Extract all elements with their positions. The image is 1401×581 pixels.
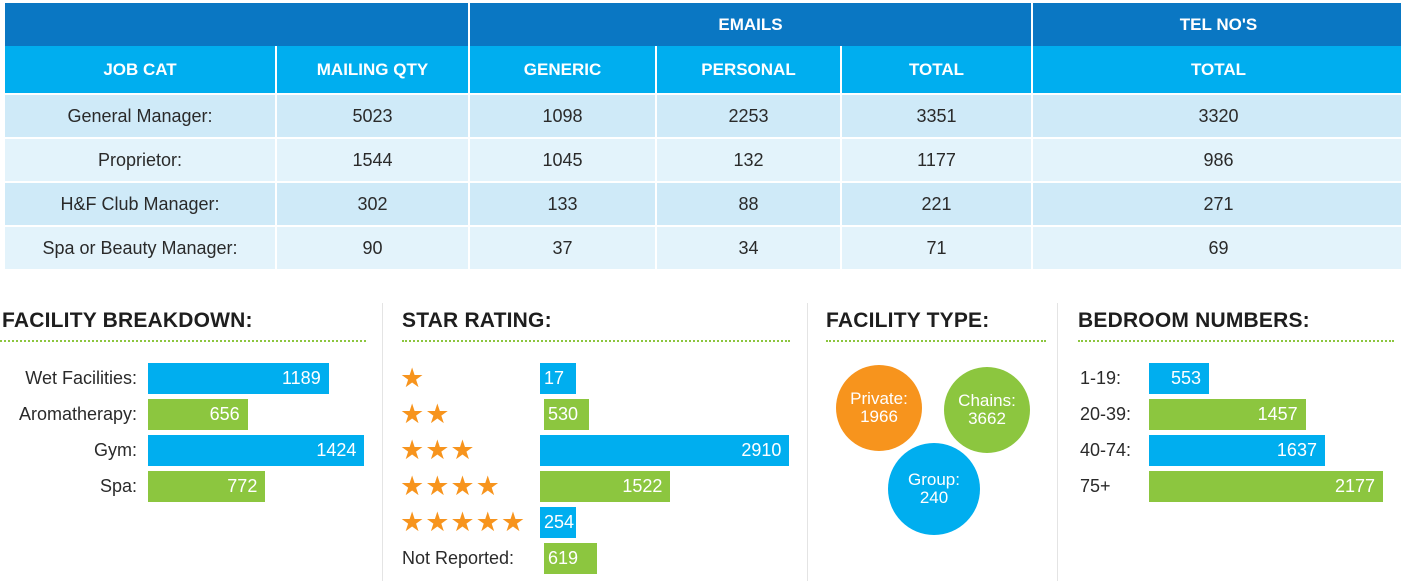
cell-personal: 34 — [657, 225, 840, 269]
group-header-tel: TEL NO'S — [1033, 3, 1401, 46]
bubble-value: 1966 — [860, 407, 898, 426]
bar-4: 2177 — [1149, 471, 1384, 502]
cell-generic: 37 — [470, 225, 655, 269]
cell-mailing-qty: 302 — [277, 181, 468, 225]
facility-type-bubble: Chains: 3662 — [944, 367, 1030, 453]
cell-job-cat: H&F Club Manager: — [5, 181, 275, 225]
table-row: Spa or Beauty Manager: 90 37 34 71 69 — [5, 225, 1401, 269]
bar-category-label: Wet Facilities: — [25, 368, 137, 388]
cell-job-cat: General Manager: — [5, 93, 275, 137]
bubble-value: 3662 — [968, 409, 1006, 428]
bar-5: 254 — [540, 507, 576, 538]
facility-type-title: FACILITY TYPE: — [826, 309, 990, 332]
col-email-total: TOTAL — [842, 46, 1031, 93]
bubble-label: Chains: — [958, 391, 1016, 410]
cell-generic: 133 — [470, 181, 655, 225]
cell-generic: 1045 — [470, 137, 655, 181]
cell-mailing-qty: 5023 — [277, 93, 468, 137]
facility-type-bubble: Private: 1966 — [836, 365, 922, 451]
bar-3: 1637 — [1149, 435, 1325, 466]
bar-4: 1522 — [540, 471, 671, 502]
bar-2: 656 — [148, 399, 248, 430]
title-divider — [402, 340, 790, 342]
cell-email-total: 1177 — [842, 137, 1031, 181]
cell-mailing-qty: 1544 — [277, 137, 468, 181]
cell-tel-total: 69 — [1033, 225, 1401, 269]
table-row: H&F Club Manager: 302 133 88 221 271 — [5, 181, 1401, 225]
star-rating-2-icon: ★★ — [400, 399, 451, 429]
bubble-value: 240 — [919, 488, 949, 507]
cell-job-cat: Spa or Beauty Manager: — [5, 225, 275, 269]
bar-category-label: 20-39: — [1080, 404, 1132, 424]
title-divider — [0, 340, 366, 342]
bar-1: 1189 — [148, 363, 329, 394]
cell-personal: 88 — [657, 181, 840, 225]
facility-type-panel: FACILITY TYPE: Private: 1966 Chains: 3662 Gr… — [826, 303, 1048, 581]
cell-email-total: 3351 — [842, 93, 1031, 137]
job-category-table: EMAILS TEL NO'S JOB CAT MAILING QTY GENE… — [3, 3, 1401, 269]
title-divider — [826, 340, 1046, 342]
star-rating-title: STAR RATING: — [402, 309, 552, 332]
title-divider — [1078, 340, 1394, 342]
table-row: Proprietor: 1544 1045 132 1177 986 — [5, 137, 1401, 181]
group-header-blank — [5, 3, 468, 46]
bedroom-numbers-panel: BEDROOM NUMBERS: 1-19: 553 20-39: 1457 40-74… — [1078, 303, 1398, 581]
bar-3: 2910 — [540, 435, 790, 466]
bar-1: 553 — [1149, 363, 1209, 394]
table-row: General Manager: 5023 1098 2253 3351 332… — [5, 93, 1401, 137]
cell-tel-total: 271 — [1033, 181, 1401, 225]
cell-personal: 132 — [657, 137, 840, 181]
cell-personal: 2253 — [657, 93, 840, 137]
column-header-row: JOB CAT MAILING QTY GENERIC PERSONAL TOT… — [5, 46, 1401, 93]
star-rating-4-icon: ★★★★ — [400, 471, 501, 501]
panel-divider — [807, 303, 808, 581]
cell-job-cat: Proprietor: — [5, 137, 275, 181]
cell-email-total: 71 — [842, 225, 1031, 269]
facility-breakdown-panel: FACILITY BREAKDOWN: Wet Facilities: 1189 A… — [0, 303, 372, 581]
facility-type-bubble: Group: 240 — [888, 443, 980, 535]
cell-email-total: 221 — [842, 181, 1031, 225]
bar-2: 530 — [544, 399, 590, 430]
panel-divider — [1057, 303, 1058, 581]
bar-category-label: 40-74: — [1080, 440, 1132, 460]
bar-category-label: Gym: — [94, 440, 137, 460]
star-rating-panel: STAR RATING: ★ 17 ★★ 530 ★★★ 2910 ★★★★ 1522 ★★★★… — [400, 303, 794, 581]
col-personal: PERSONAL — [657, 46, 840, 93]
facility-breakdown-title: FACILITY BREAKDOWN: — [2, 309, 253, 332]
bar-category-label: Aromatherapy: — [18, 404, 137, 424]
cell-mailing-qty: 90 — [277, 225, 468, 269]
bar-category-label: Not Reported: — [402, 548, 515, 568]
col-job-cat: JOB CAT — [5, 46, 275, 93]
cell-tel-total: 3320 — [1033, 93, 1401, 137]
col-tel-total: TOTAL — [1033, 46, 1401, 93]
bubble-label: Group: — [908, 470, 960, 489]
cell-tel-total: 986 — [1033, 137, 1401, 181]
col-generic: GENERIC — [470, 46, 655, 93]
bar-category-label: 75+ — [1080, 476, 1111, 496]
bar-4: 772 — [148, 471, 266, 502]
star-rating-5-icon: ★★★★★ — [400, 507, 527, 537]
star-rating-1-icon: ★ — [400, 363, 426, 393]
col-mailing-qty: MAILING QTY — [277, 46, 468, 93]
bar-3: 1424 — [148, 435, 365, 466]
cell-generic: 1098 — [470, 93, 655, 137]
panel-divider — [382, 303, 383, 581]
bar-category-label: 1-19: — [1080, 368, 1122, 388]
star-rating-3-icon: ★★★ — [400, 435, 476, 465]
bar-6: 619 — [544, 543, 598, 574]
group-header-emails: EMAILS — [470, 3, 1031, 46]
bubble-label: Private: — [850, 389, 908, 408]
bar-2: 1457 — [1149, 399, 1306, 430]
bedroom-numbers-title: BEDROOM NUMBERS: — [1078, 309, 1310, 332]
group-header-row: EMAILS TEL NO'S — [5, 3, 1401, 46]
bar-1: 17 — [540, 363, 576, 394]
bar-category-label: Spa: — [99, 476, 137, 496]
